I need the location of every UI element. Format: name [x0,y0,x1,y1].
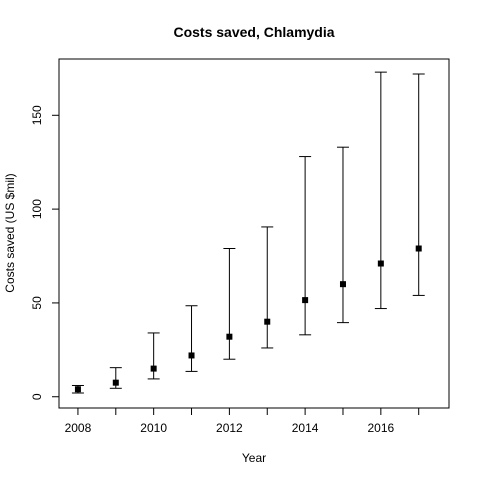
x-tick-label-2008: 2008 [65,421,92,435]
x-tick-label-2010: 2010 [140,421,167,435]
y-tick-label-100: 100 [30,199,44,219]
data-point-2017 [415,245,422,252]
y-axis-label: Costs saved (US $mil) [3,173,17,292]
data-point-2014 [302,297,309,304]
y-axis: 0 50 100 150 [30,105,59,400]
chart-title: Costs saved, Chlamydia [173,24,334,40]
data-point-2008 [74,386,81,393]
data-point-2012 [226,333,233,340]
data-point-2010 [150,365,157,372]
data-point-2016 [377,260,384,267]
plot-frame [58,58,450,409]
x-axis: 2008 2010 2012 2014 2016 [65,408,420,435]
y-tick-label-150: 150 [30,105,44,125]
data-point-2011 [188,352,195,359]
x-tick-label-2016: 2016 [367,421,394,435]
y-tick-label-50: 50 [30,296,44,310]
data-point-2013 [264,318,271,325]
data-marks [71,71,425,394]
y-tick-label-0: 0 [30,393,44,400]
x-tick-label-2014: 2014 [292,421,319,435]
data-point-2009 [112,379,119,386]
x-tick-label-2012: 2012 [216,421,243,435]
data-point-2015 [339,281,346,288]
x-axis-label: Year [242,451,266,465]
